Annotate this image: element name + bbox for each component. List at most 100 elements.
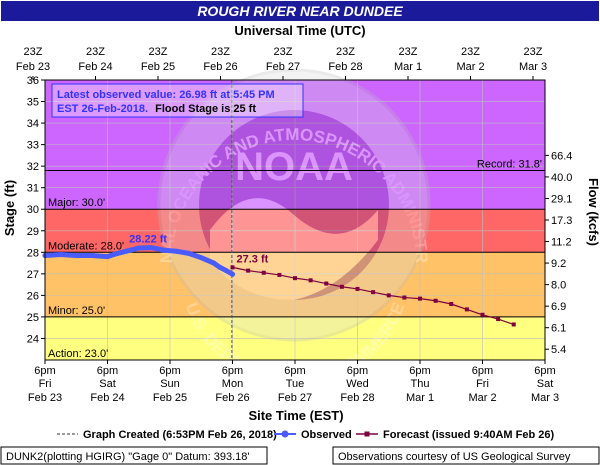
right-tick-label: 66.4 <box>551 150 572 162</box>
top-tick-label-date: Feb 27 <box>266 61 300 73</box>
latest-value-box: Latest observed value: 26.98 ft at 5:45 … <box>51 83 304 118</box>
right-tick-label: 11.2 <box>551 237 572 249</box>
record-line-group: Record: 31.8' <box>45 158 545 171</box>
bottom-tick-label-day: Sat <box>537 378 554 390</box>
left-axis-title: Stage (ft) <box>2 180 17 236</box>
observed-point <box>223 268 229 274</box>
right-tick-label: 8.0 <box>551 280 566 292</box>
annotation-forecast-start: 27.3 ft <box>237 253 269 265</box>
left-tick-label: 32 <box>27 161 39 173</box>
top-tick-label-date: Feb 24 <box>78 61 112 73</box>
left-tick-label: 34 <box>27 118 39 130</box>
footer-datum-text: DUNK2(plotting HGIRG) "Gage 0" Datum: 39… <box>6 451 249 463</box>
watermark-noaa-text: NOAA <box>235 145 353 189</box>
bottom-tick-label-day: Thu <box>411 378 430 390</box>
forecast-point <box>511 322 516 327</box>
top-tick-label-time: 23Z <box>399 46 418 58</box>
legend-observed-marker <box>281 430 289 438</box>
forecast-point <box>371 290 376 295</box>
top-tick-label-date: Feb 26 <box>203 61 237 73</box>
band-label-moderate: Moderate: 28.0' <box>48 240 124 252</box>
left-tick-label: 31 <box>27 183 39 195</box>
info-latest-value: Latest observed value: 26.98 ft at 5:45 … <box>57 89 275 101</box>
bottom-tick-label-time: 6pm <box>534 365 555 377</box>
forecast-point <box>402 295 407 300</box>
bottom-tick-label-date: Mar 3 <box>531 392 559 404</box>
left-tick-label: 25 <box>27 312 39 324</box>
title-bar <box>1 1 599 21</box>
bottom-tick-label-date: Mar 2 <box>468 392 496 404</box>
bottom-tick-label-day: Sun <box>160 378 180 390</box>
bottom-tick-label-date: Feb 24 <box>90 392 124 404</box>
forecast-point <box>230 265 235 270</box>
observed-point <box>211 260 217 266</box>
left-tick-label: 26 <box>27 290 39 302</box>
right-tick-label: 40.0 <box>551 172 572 184</box>
legend: Graph Created (6:53PM Feb 26, 2018) Obse… <box>57 429 555 441</box>
bottom-tick-label-time: 6pm <box>347 365 368 377</box>
bottom-tick-label-day: Fri <box>39 378 52 390</box>
top-tick-label-time: 23Z <box>86 46 105 58</box>
forecast-point <box>433 298 438 303</box>
right-tick-label: 6.1 <box>551 323 566 335</box>
right-axis-ticks: 5.4 6.1 6.9 8.0 9.2 11.2 17.3 29.1 40.0 66.4 <box>545 150 572 356</box>
bottom-tick-label-day: Tue <box>286 378 305 390</box>
observed-point <box>173 248 179 254</box>
forecast-point <box>386 293 391 298</box>
forecast-point <box>277 272 282 277</box>
forecast-point <box>418 296 422 301</box>
top-tick-label-time: 23Z <box>461 46 480 58</box>
top-tick-label-date: Feb 28 <box>328 61 362 73</box>
left-axis-ticks: 24 25 26 27 28 29 30 31 32 33 34 35 36 <box>27 75 45 345</box>
observed-point <box>58 251 64 257</box>
forecast-point <box>261 270 266 275</box>
top-tick-label-time: 23Z <box>24 46 43 58</box>
forecast-point <box>496 317 501 322</box>
top-tick-label-time: 23Z <box>211 46 230 58</box>
observed-point <box>186 250 192 256</box>
info-date: EST 26-Feb-2018. <box>57 103 148 115</box>
observed-point <box>217 264 223 270</box>
forecast-point <box>449 302 454 306</box>
bottom-tick-label-date: Feb 26 <box>215 392 249 404</box>
observed-point <box>136 245 142 251</box>
forecast-series <box>230 265 516 327</box>
left-tick-label: 36 <box>27 75 39 87</box>
left-tick-label: 24 <box>27 333 39 345</box>
bottom-tick-label-time: 6pm <box>159 365 180 377</box>
left-tick-label: 35 <box>27 97 39 109</box>
band-label-major: Major: 30.0' <box>48 197 105 209</box>
top-axis-ticks: 23Z Feb 23 23Z Feb 24 23Z Feb 25 23Z Feb 26 23Z F… <box>16 46 547 80</box>
annotation-crest: 28.22 ft <box>129 234 167 246</box>
bottom-tick-label-time: 6pm <box>284 365 305 377</box>
observed-point <box>73 253 79 259</box>
bottom-tick-label-time: 6pm <box>97 365 118 377</box>
forecast-point <box>464 307 469 312</box>
forecast-point <box>339 284 344 289</box>
right-tick-label: 9.2 <box>551 258 566 270</box>
top-tick-label-time: 23Z <box>149 46 168 58</box>
forecast-point <box>324 281 329 286</box>
bottom-tick-label-day: Sat <box>99 378 116 390</box>
observed-point <box>198 255 204 261</box>
observed-point <box>161 247 167 253</box>
bottom-tick-label-time: 6pm <box>409 365 430 377</box>
bottom-tick-label-date: Feb 28 <box>340 392 374 404</box>
right-tick-label: 5.4 <box>551 344 566 356</box>
bottom-tick-label-time: 6pm <box>472 365 493 377</box>
forecast-point <box>308 278 313 283</box>
bottom-tick-label-date: Feb 27 <box>278 392 312 404</box>
bottom-axis-label: Site Time (EST) <box>248 408 343 423</box>
legend-forecast-label: Forecast (issued 9:40AM Feb 26) <box>383 429 555 441</box>
observed-point <box>148 245 154 251</box>
bottom-tick-label-date: Feb 25 <box>153 392 187 404</box>
bottom-tick-label-date: Feb 23 <box>28 392 62 404</box>
info-line-2: EST 26-Feb-2018. Flood Stage is 25 ft <box>57 103 256 115</box>
left-tick-label: 27 <box>27 269 39 281</box>
right-tick-label: 6.9 <box>551 301 566 313</box>
observed-point <box>111 251 117 257</box>
footer-observations-text: Observations courtesy of US Geological S… <box>338 451 571 463</box>
band-labels: Action: 23.0' Minor: 25.0' Moderate: 28.0'… <box>48 197 124 360</box>
right-tick-label: 29.1 <box>551 193 572 205</box>
